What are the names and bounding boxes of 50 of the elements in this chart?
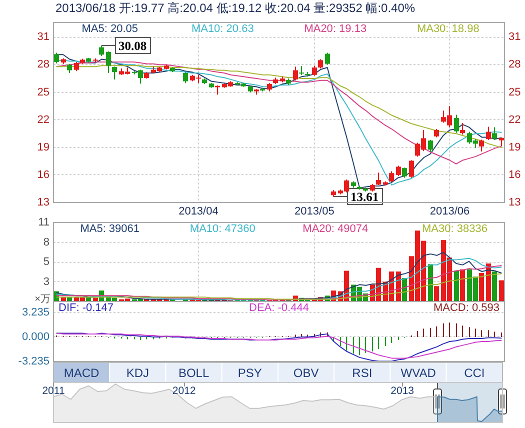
y-tick-label: 0.000 [22,330,50,343]
annotation: 30.08 [118,39,147,53]
y-tick-label: 3 [43,276,50,288]
text: BOLL [178,366,210,380]
y2-tick-label: 22 [508,114,521,126]
text: CCI [464,366,485,380]
y-tick-label: 28 [37,58,50,71]
y-tick-label: 25 [37,86,50,98]
y-tick-label: 3.235 [22,306,50,318]
y2-tick-label: 25 [508,86,521,98]
y-tick-label: -3.235 [18,356,50,368]
x-tick-label: 2013/06 [430,206,470,218]
x-tick-label: 2013/04 [178,206,218,218]
text: OBV [293,366,319,380]
x-tick-label: 2013/05 [294,206,334,218]
annotation: 13.61 [350,190,379,204]
y2-tick-label: 13 [508,196,521,208]
text: MA30: 18.98 [416,23,480,35]
y-tick-label: 16 [37,168,50,181]
text: MA20: 19.13 [304,23,367,35]
x-tick-label: 2012 [172,385,196,397]
y-axis-title: ×万 [34,294,50,305]
text: MA20: 49074 [302,223,368,235]
y-tick-label: 11 [38,216,50,228]
text: RSI [352,366,372,380]
y2-tick-label: 19 [508,141,521,154]
text: MA30: 38336 [422,223,488,235]
y-tick-label: 31 [37,31,50,44]
text: MA5: 20.05 [82,23,138,35]
text: MACD [64,366,100,380]
text: MA10: 20.63 [191,23,254,35]
y-tick-label: 13 [37,196,50,208]
text: KDJ [126,366,150,380]
y-tick-label: 19 [37,141,50,154]
text: WVAD [400,366,436,380]
text: MA10: 47360 [190,223,256,235]
y2-tick-label: 16 [508,168,521,181]
y2-tick-label: 28 [508,58,521,71]
chart-title: 2013/06/18 开:19.77 高:20.04 低:19.12 收:20.04 量:29352 幅:0.40% [56,1,416,15]
y-tick-label: 5 [43,256,50,268]
series-label: MACD: 0.593 [433,302,500,314]
y2-tick-label: 31 [508,31,521,44]
y-tick-label: 22 [37,114,50,126]
y-tick-label: 8 [43,236,50,248]
text: PSY [238,366,262,380]
x-tick-label: 2013 [390,385,414,397]
series-label: DIF: -0.147 [58,302,114,314]
text: MA5: 39061 [80,223,140,235]
x-tick-label: 2011 [42,385,65,397]
text: DEA: -0.444 [249,302,309,314]
